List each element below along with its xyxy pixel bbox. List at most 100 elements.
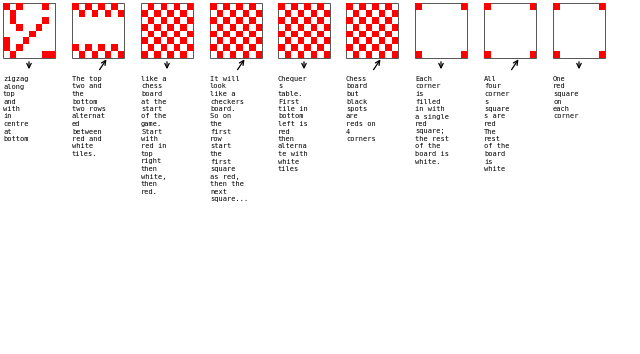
Bar xyxy=(310,51,317,58)
Bar xyxy=(230,51,236,58)
Bar xyxy=(317,17,323,24)
Bar xyxy=(553,3,559,10)
Bar xyxy=(415,51,422,58)
Bar xyxy=(16,24,22,30)
Text: Chequer
s
table.
First
tile in
bottom
left is
red
then
alterna
te with
white
til: Chequer s table. First tile in bottom le… xyxy=(278,76,308,172)
Bar xyxy=(161,3,167,10)
Bar xyxy=(16,44,22,51)
Bar xyxy=(3,38,10,44)
Bar xyxy=(317,44,323,51)
Bar xyxy=(72,44,79,51)
Bar xyxy=(167,10,173,17)
Bar xyxy=(10,10,16,17)
Bar xyxy=(35,24,42,30)
Bar xyxy=(216,24,223,30)
Bar xyxy=(291,44,298,51)
Bar xyxy=(10,17,16,24)
Bar xyxy=(3,3,55,58)
Bar xyxy=(365,10,372,17)
Bar xyxy=(278,3,330,58)
Text: Chess
board
but
black
spots
are
reds on
4
corners: Chess board but black spots are reds on … xyxy=(346,76,376,142)
Bar xyxy=(98,44,104,51)
Bar xyxy=(392,24,398,30)
Bar xyxy=(291,17,298,24)
Bar xyxy=(304,44,310,51)
Bar xyxy=(385,44,392,51)
Bar xyxy=(72,3,124,58)
Bar xyxy=(141,24,147,30)
Bar xyxy=(255,51,262,58)
Bar xyxy=(346,30,353,38)
Bar xyxy=(72,3,79,10)
Bar xyxy=(317,30,323,38)
Bar xyxy=(180,24,186,30)
Bar xyxy=(359,3,365,10)
Bar xyxy=(529,3,536,10)
Bar xyxy=(216,10,223,17)
Bar xyxy=(310,10,317,17)
Bar xyxy=(317,3,323,10)
Bar xyxy=(285,24,291,30)
Bar xyxy=(42,17,49,24)
Bar xyxy=(249,17,255,24)
Bar xyxy=(304,17,310,24)
Bar xyxy=(173,30,180,38)
Bar xyxy=(141,3,193,58)
Bar xyxy=(167,38,173,44)
Bar xyxy=(353,38,359,44)
Bar xyxy=(359,17,365,24)
Bar xyxy=(186,44,193,51)
Bar xyxy=(278,3,285,10)
Text: like a
chess
board
at the
start
of the
game.
Start
with
red in
top
right
then
wh: like a chess board at the start of the g… xyxy=(141,76,166,194)
Bar xyxy=(553,51,559,58)
Bar xyxy=(98,3,104,10)
Bar xyxy=(210,30,216,38)
Bar xyxy=(161,44,167,51)
Bar xyxy=(298,24,304,30)
Bar xyxy=(346,3,353,10)
Bar xyxy=(255,24,262,30)
Bar xyxy=(10,51,16,58)
Bar xyxy=(310,38,317,44)
Bar xyxy=(243,24,249,30)
Bar xyxy=(223,30,230,38)
Bar xyxy=(461,51,467,58)
Bar xyxy=(346,44,353,51)
Bar xyxy=(243,51,249,58)
Bar xyxy=(147,17,154,24)
Bar xyxy=(111,44,118,51)
Bar xyxy=(285,10,291,17)
Bar xyxy=(298,38,304,44)
Bar xyxy=(141,51,147,58)
Bar xyxy=(553,3,605,58)
Text: The top
two and
the
bottom
two rows
alternat
ed
between
red and
white
tiles.: The top two and the bottom two rows alte… xyxy=(72,76,106,157)
Bar xyxy=(359,30,365,38)
Bar xyxy=(529,51,536,58)
Bar xyxy=(378,51,385,58)
Text: Each
corner
is
filled
in with
a single
red
square;
the rest
of the
board is
whit: Each corner is filled in with a single r… xyxy=(415,76,449,165)
Bar xyxy=(154,51,161,58)
Bar xyxy=(79,10,85,17)
Bar xyxy=(249,3,255,10)
Bar xyxy=(111,3,118,10)
Bar xyxy=(372,30,378,38)
Bar xyxy=(92,51,98,58)
Bar xyxy=(255,10,262,17)
Bar xyxy=(22,38,29,44)
Bar xyxy=(223,3,230,10)
Bar xyxy=(385,17,392,24)
Bar xyxy=(92,10,98,17)
Bar xyxy=(210,3,262,58)
Text: zigzag
along
top
and
with
in
centre
at
bottom: zigzag along top and with in centre at b… xyxy=(3,76,29,142)
Text: All
four
corner
s
square
s are
red
The
rest
of the
board
is
white: All four corner s square s are red The r… xyxy=(484,76,509,172)
Bar xyxy=(186,30,193,38)
Bar xyxy=(216,38,223,44)
Bar xyxy=(346,3,398,58)
Bar xyxy=(255,38,262,44)
Bar xyxy=(392,51,398,58)
Bar xyxy=(243,38,249,44)
Bar xyxy=(3,3,10,10)
Bar xyxy=(180,38,186,44)
Bar xyxy=(230,24,236,30)
Bar xyxy=(118,51,124,58)
